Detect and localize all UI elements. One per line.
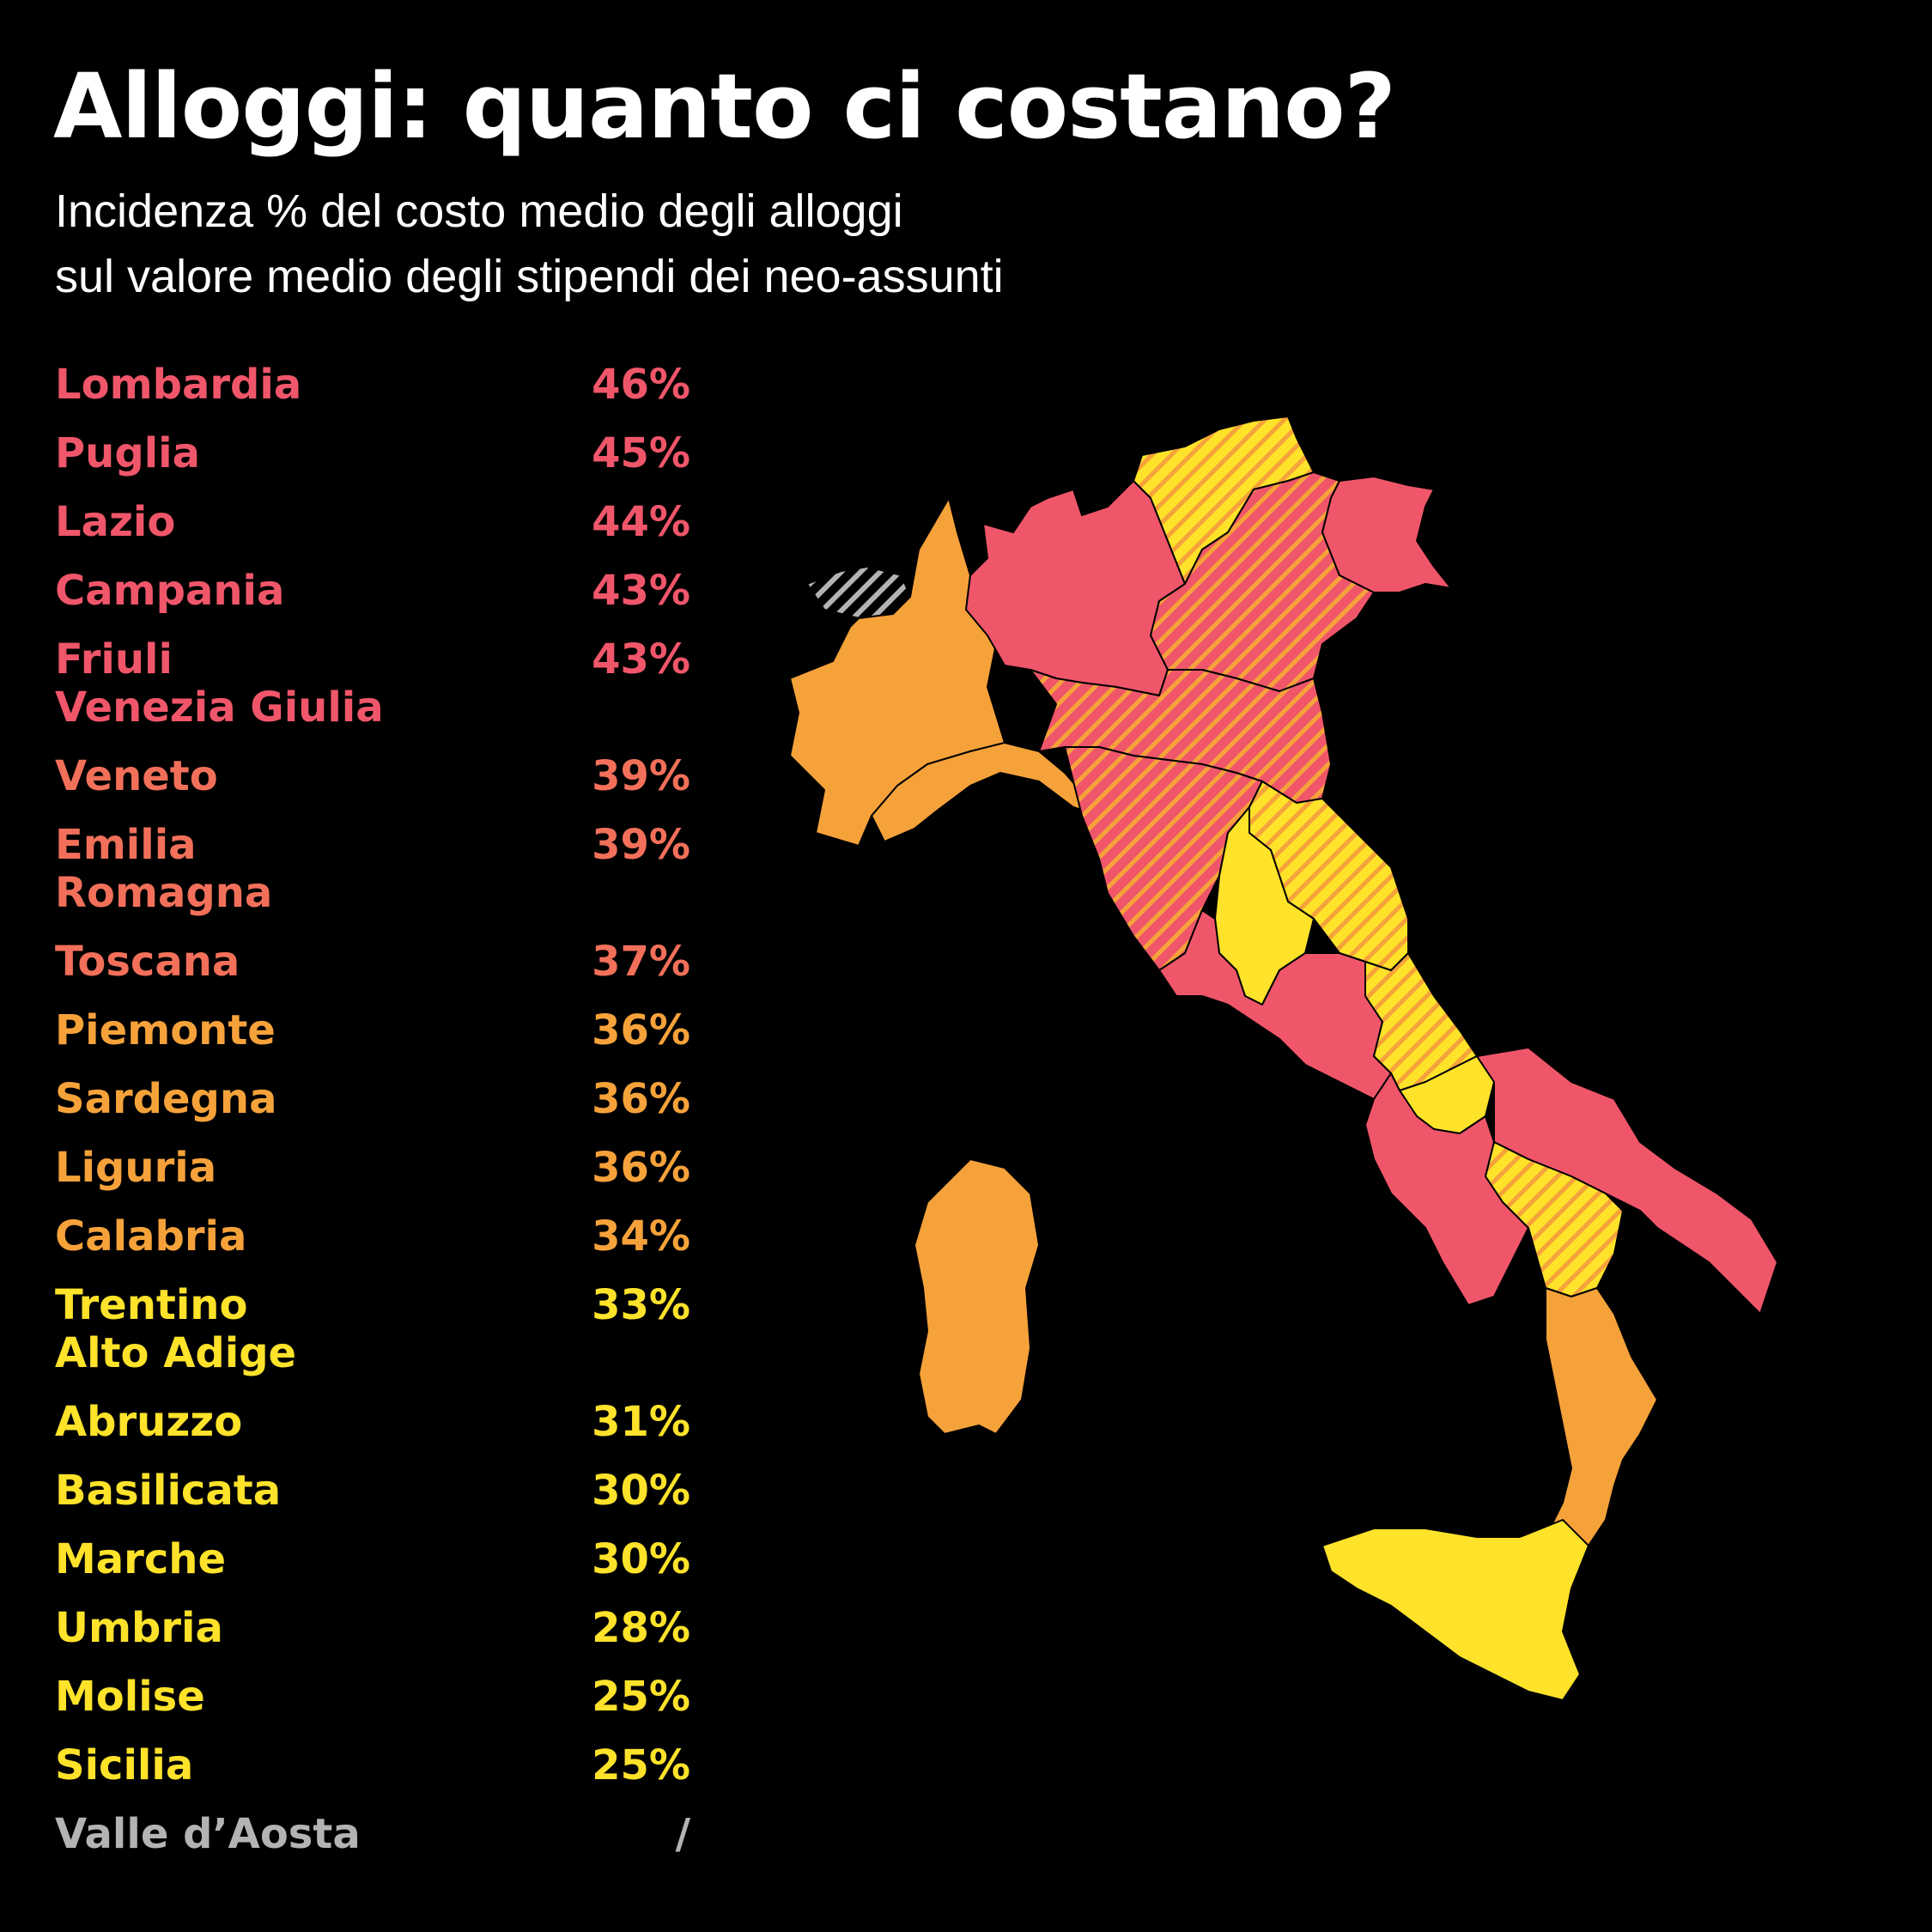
- region-value: 43%: [592, 635, 690, 683]
- region-name: Molise: [55, 1673, 536, 1721]
- region-name: Friuli Venezia Giulia: [55, 635, 536, 732]
- region-valle-d-aosta: [806, 566, 911, 619]
- legend-row: Lombardia 46%: [55, 361, 690, 409]
- region-value: 30%: [592, 1535, 690, 1583]
- region-value: 44%: [592, 498, 690, 546]
- region-name: Calabria: [55, 1212, 536, 1261]
- region-lombardia: [965, 480, 1186, 696]
- region-name-line: Marche: [55, 1535, 227, 1583]
- region-name-line: Emilia: [55, 821, 197, 869]
- italy-map: [789, 416, 1778, 1701]
- subtitle-line-2: sul valore medio degli stipendi dei neo-…: [55, 251, 1004, 302]
- region-name-line: Venezia Giulia: [55, 683, 384, 732]
- legend-row: Abruzzo 31%: [55, 1398, 690, 1446]
- region-name: Lazio: [55, 498, 536, 546]
- legend-row: Liguria 36%: [55, 1144, 690, 1192]
- legend-row: Lazio 44%: [55, 498, 690, 546]
- region-name-line: Alto Adige: [55, 1329, 297, 1377]
- legend-row: Sicilia 25%: [55, 1741, 690, 1789]
- region-value: 39%: [592, 821, 690, 869]
- region-name-line: Romagna: [55, 869, 273, 917]
- legend-row: Campania 43%: [55, 567, 690, 615]
- region-value: 25%: [592, 1741, 690, 1789]
- region-name-line: Molise: [55, 1673, 205, 1721]
- region-value: 28%: [592, 1604, 690, 1652]
- page-title: Alloggi: quanto ci costano?: [53, 54, 1396, 159]
- legend-row: Molise 25%: [55, 1673, 690, 1721]
- region-value: 39%: [592, 752, 690, 800]
- region-friuli-venezia-giulia: [1321, 476, 1452, 593]
- region-name: Sardegna: [55, 1075, 536, 1123]
- region-value: 30%: [592, 1467, 690, 1515]
- legend-row: Sardegna 36%: [55, 1075, 690, 1123]
- region-value: /: [675, 1810, 690, 1858]
- region-value: 45%: [592, 429, 690, 477]
- legend-row: Trentino Alto Adige 33%: [55, 1281, 690, 1377]
- region-name-line: Puglia: [55, 429, 201, 477]
- legend-row: Calabria 34%: [55, 1212, 690, 1261]
- region-value: 36%: [592, 1144, 690, 1192]
- region-name: Veneto: [55, 752, 536, 800]
- region-name: Marche: [55, 1535, 536, 1583]
- region-name: Umbria: [55, 1604, 536, 1652]
- region-value: 31%: [592, 1398, 690, 1446]
- region-name-line: Abruzzo: [55, 1398, 243, 1446]
- region-name: Trentino Alto Adige: [55, 1281, 536, 1377]
- region-name: Sicilia: [55, 1741, 536, 1789]
- legend-row: Marche 30%: [55, 1535, 690, 1583]
- region-value: 37%: [592, 938, 690, 986]
- region-name-line: Trentino: [55, 1281, 248, 1329]
- region-name: Emilia Romagna: [55, 821, 536, 917]
- legend-row: Piemonte 36%: [55, 1006, 690, 1054]
- region-value: 36%: [592, 1075, 690, 1123]
- region-value: 43%: [592, 567, 690, 615]
- region-name-line: Lombardia: [55, 361, 302, 409]
- region-value: 34%: [592, 1212, 690, 1261]
- legend-row: Puglia 45%: [55, 429, 690, 477]
- region-name: Basilicata: [55, 1467, 536, 1515]
- region-name-line: Lazio: [55, 498, 176, 546]
- region-name-line: Friuli: [55, 635, 173, 683]
- region-sardegna: [914, 1158, 1040, 1435]
- region-value: 46%: [592, 361, 690, 409]
- region-name-line: Toscana: [55, 938, 240, 986]
- region-value: 33%: [592, 1281, 690, 1329]
- region-name: Toscana: [55, 938, 536, 986]
- legend-row: Emilia Romagna 39%: [55, 821, 690, 917]
- region-name: Liguria: [55, 1144, 536, 1192]
- region-value: 36%: [592, 1006, 690, 1054]
- region-liguria: [871, 742, 1100, 842]
- region-name: Puglia: [55, 429, 536, 477]
- region-name-line: Campania: [55, 567, 285, 615]
- region-legend: Lombardia 46% Puglia 45% Lazio 44% Campania 43%…: [55, 361, 690, 1879]
- legend-row: Umbria 28%: [55, 1604, 690, 1652]
- region-name-line: Calabria: [55, 1212, 247, 1261]
- subtitle: Incidenza % del costo medio degli allogg…: [55, 179, 1004, 309]
- region-sicilia: [1321, 1519, 1589, 1701]
- region-name: Campania: [55, 567, 536, 615]
- legend-row: Friuli Venezia Giulia 43%: [55, 635, 690, 732]
- region-name-line: Veneto: [55, 752, 218, 800]
- region-name-line: Basilicata: [55, 1467, 282, 1515]
- region-name-line: Piemonte: [55, 1006, 276, 1054]
- region-name-line: Liguria: [55, 1144, 217, 1192]
- region-name-line: Sardegna: [55, 1075, 277, 1123]
- region-name: Lombardia: [55, 361, 536, 409]
- region-name-line: Umbria: [55, 1604, 223, 1652]
- legend-row: Toscana 37%: [55, 938, 690, 986]
- region-name: Abruzzo: [55, 1398, 536, 1446]
- region-value: 25%: [592, 1673, 690, 1721]
- region-name: Valle d’Aosta: [55, 1810, 536, 1858]
- region-name: Piemonte: [55, 1006, 536, 1054]
- region-name-line: Valle d’Aosta: [55, 1810, 361, 1858]
- legend-row: Valle d’Aosta /: [55, 1810, 690, 1858]
- region-calabria: [1545, 1287, 1658, 1572]
- legend-row: Veneto 39%: [55, 752, 690, 800]
- subtitle-line-1: Incidenza % del costo medio degli allogg…: [55, 185, 903, 237]
- region-name-line: Sicilia: [55, 1741, 194, 1789]
- legend-row: Basilicata 30%: [55, 1467, 690, 1515]
